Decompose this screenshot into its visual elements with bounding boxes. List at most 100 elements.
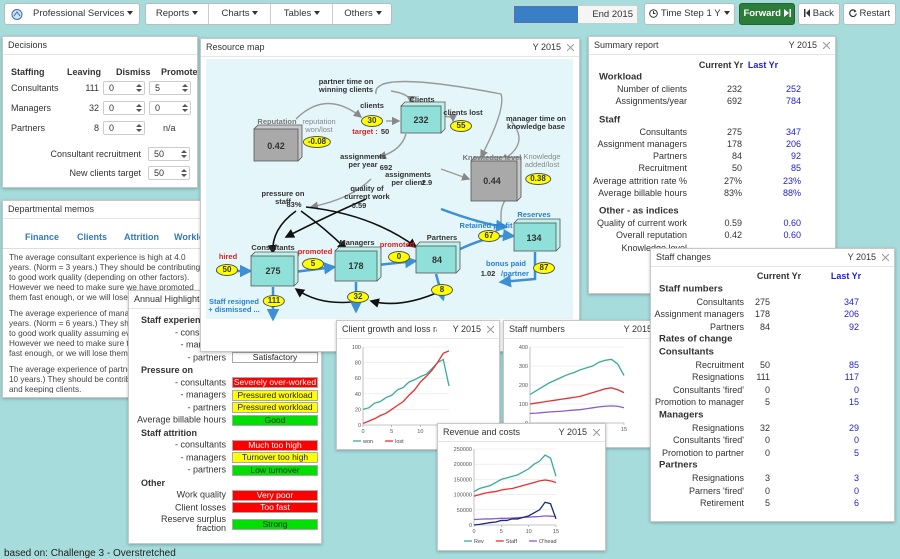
- panel-title: Staff numbers: [509, 324, 565, 334]
- spinner[interactable]: [182, 103, 188, 113]
- input-value: 0: [109, 123, 115, 133]
- current-value: 0: [764, 384, 770, 395]
- row-label: Consultants 'fired': [673, 435, 744, 446]
- progress-fill: [514, 6, 578, 23]
- row-label: - partners: [187, 464, 226, 475]
- status-badge: Good: [232, 414, 318, 426]
- row-label: Consultants: [639, 126, 687, 137]
- row-label: Partners: [709, 321, 744, 332]
- close-icon[interactable]: [487, 326, 494, 333]
- forward-button[interactable]: Forward: [739, 3, 795, 25]
- restart-icon: [849, 9, 857, 18]
- app-menu[interactable]: Professional Services: [4, 3, 140, 25]
- value-bubble: 55: [450, 120, 472, 132]
- status-badge: Strong: [232, 518, 318, 530]
- menu-label: Tables: [283, 8, 312, 19]
- panel-year: Y 2015: [532, 42, 561, 52]
- status-badge: Pressured workload: [232, 402, 318, 413]
- number-input[interactable]: 0: [149, 101, 191, 115]
- spinner[interactable]: [136, 123, 142, 133]
- row-label: Consultants: [11, 83, 59, 93]
- close-icon[interactable]: [593, 429, 600, 436]
- row-label: Work quality: [176, 489, 226, 500]
- row-label: Parners 'fired': [689, 485, 744, 496]
- y-tick-label: 200000: [454, 462, 472, 468]
- panel-year: Y 2015: [558, 427, 587, 437]
- last-value: 92: [790, 151, 801, 162]
- number-input[interactable]: 0: [103, 81, 145, 95]
- map-diagram: [206, 59, 573, 322]
- memo-tab[interactable]: Workload: [174, 232, 209, 242]
- row-label: Client losses: [174, 502, 226, 512]
- x-tick-label: 0: [472, 529, 475, 535]
- number-input[interactable]: 0: [103, 121, 145, 135]
- close-icon[interactable]: [823, 42, 830, 49]
- memo-tab[interactable]: Attrition: [124, 232, 159, 242]
- back-button[interactable]: Back: [798, 3, 840, 25]
- column-header: Promote: [161, 67, 198, 77]
- panel-year: Y 2015: [452, 324, 481, 334]
- map-label: 83%: [286, 200, 302, 209]
- map-label: Knowledge level: [462, 153, 522, 162]
- stock-value: 275: [265, 266, 281, 276]
- close-icon[interactable]: [882, 254, 889, 261]
- map-label: 0.59: [351, 201, 367, 210]
- time-step-button[interactable]: Time Step 1 Y: [644, 3, 735, 25]
- last-value: 92: [848, 321, 859, 332]
- menu-reports[interactable]: Reports: [146, 4, 208, 24]
- y-tick-label: 200: [519, 383, 528, 389]
- revenue-chart-panel: Revenue and costs Y 2015 0 50000 100000 1500…: [437, 423, 606, 551]
- chart: 0 50000 100000 150000 200000 250000 0 5 10 15 Rev S…: [454, 447, 559, 545]
- map-label: clients lost: [443, 108, 483, 117]
- spinner[interactable]: [136, 103, 142, 113]
- close-icon[interactable]: [567, 44, 574, 51]
- legend-label: Rev: [474, 539, 484, 545]
- value-bubble: 30: [361, 115, 383, 127]
- current-value: 178: [726, 139, 742, 149]
- row-label: Recruitment: [695, 359, 744, 370]
- number-input[interactable]: 50: [148, 147, 190, 161]
- map-label: pressure on staff: [261, 189, 305, 206]
- current-value: 5: [764, 397, 770, 408]
- row-label: Recruitment: [638, 163, 687, 174]
- spinner[interactable]: [182, 83, 188, 93]
- series-line: [473, 479, 557, 497]
- back-icon: [804, 9, 811, 18]
- resource-map-panel: Resource map Y 2015 partner ti: [200, 38, 580, 352]
- map-label: Retained profit: [459, 221, 513, 230]
- map-label: reputation won/lost: [302, 117, 336, 134]
- series-line: [529, 405, 625, 415]
- memo-tab[interactable]: Finance: [25, 232, 60, 242]
- pressure-arrows: [267, 198, 442, 308]
- client-chart-panel: Client growth and loss rate Y 2015 0 20 40 6…: [336, 320, 500, 450]
- current-value: 0: [764, 435, 770, 446]
- spinner[interactable]: [181, 149, 187, 159]
- map-label: bonus paid: [486, 259, 526, 268]
- spinner[interactable]: [136, 83, 142, 93]
- series-line: [529, 387, 625, 405]
- memo-tab[interactable]: Clients: [77, 232, 108, 242]
- chart: 0100200300400051015: [519, 345, 627, 433]
- spinner[interactable]: [181, 168, 187, 178]
- legend-label: lost: [395, 439, 404, 445]
- panel-title: Client growth and loss rate: [342, 324, 437, 334]
- number-input[interactable]: 5: [149, 81, 191, 95]
- map-label: /partner: [501, 269, 529, 278]
- restart-button[interactable]: Restart: [843, 3, 896, 25]
- number-input[interactable]: 50: [148, 166, 190, 180]
- section-heading: Rates of change: [659, 333, 733, 345]
- column-header: Staffing: [11, 67, 45, 77]
- series-line: [473, 454, 557, 493]
- menu-others[interactable]: Others: [332, 4, 393, 24]
- menu-tables[interactable]: Tables: [270, 4, 333, 24]
- panel-title: Departmental memos: [8, 204, 95, 214]
- map-label: quality of current work: [344, 184, 390, 201]
- y-tick-label: 300: [519, 364, 528, 370]
- menu-charts[interactable]: Charts: [208, 4, 271, 24]
- y-tick-label: 50000: [457, 508, 472, 514]
- row-label: Retirement: [699, 498, 744, 509]
- number-input[interactable]: 0: [103, 101, 145, 115]
- column-header: Dismiss: [116, 67, 151, 77]
- section-heading: Consultants: [659, 346, 714, 358]
